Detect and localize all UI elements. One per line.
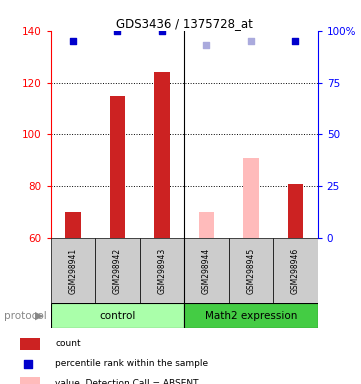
Text: percentile rank within the sample: percentile rank within the sample bbox=[55, 359, 208, 368]
Text: control: control bbox=[99, 311, 135, 321]
Text: value, Detection Call = ABSENT: value, Detection Call = ABSENT bbox=[55, 379, 199, 384]
Bar bbox=[154, 72, 170, 238]
Bar bbox=[288, 184, 303, 238]
Text: GSM298945: GSM298945 bbox=[247, 248, 255, 294]
Bar bbox=[109, 96, 125, 238]
Point bbox=[248, 38, 254, 44]
Bar bbox=[95, 238, 140, 303]
Bar bbox=[51, 238, 95, 303]
Text: ▶: ▶ bbox=[35, 311, 44, 321]
Bar bbox=[199, 212, 214, 238]
Text: GSM298941: GSM298941 bbox=[68, 248, 77, 294]
Text: GSM298943: GSM298943 bbox=[157, 248, 166, 294]
Point bbox=[114, 28, 120, 34]
Point bbox=[204, 42, 209, 48]
Point bbox=[159, 28, 165, 34]
Bar bbox=[184, 303, 318, 328]
Text: protocol: protocol bbox=[4, 311, 46, 321]
Text: GSM298942: GSM298942 bbox=[113, 248, 122, 294]
Bar bbox=[243, 158, 259, 238]
Text: count: count bbox=[55, 339, 81, 348]
Bar bbox=[184, 238, 229, 303]
Bar bbox=[19, 338, 40, 350]
Bar bbox=[51, 303, 184, 328]
Text: GSM298946: GSM298946 bbox=[291, 248, 300, 294]
Bar bbox=[19, 377, 40, 384]
Text: GSM298944: GSM298944 bbox=[202, 248, 211, 294]
Bar bbox=[140, 238, 184, 303]
Bar bbox=[65, 212, 81, 238]
Bar bbox=[273, 238, 318, 303]
Title: GDS3436 / 1375728_at: GDS3436 / 1375728_at bbox=[116, 17, 253, 30]
Bar bbox=[229, 238, 273, 303]
Text: Math2 expression: Math2 expression bbox=[205, 311, 297, 321]
Point bbox=[70, 38, 76, 44]
Point bbox=[292, 38, 298, 44]
Point bbox=[25, 361, 31, 367]
